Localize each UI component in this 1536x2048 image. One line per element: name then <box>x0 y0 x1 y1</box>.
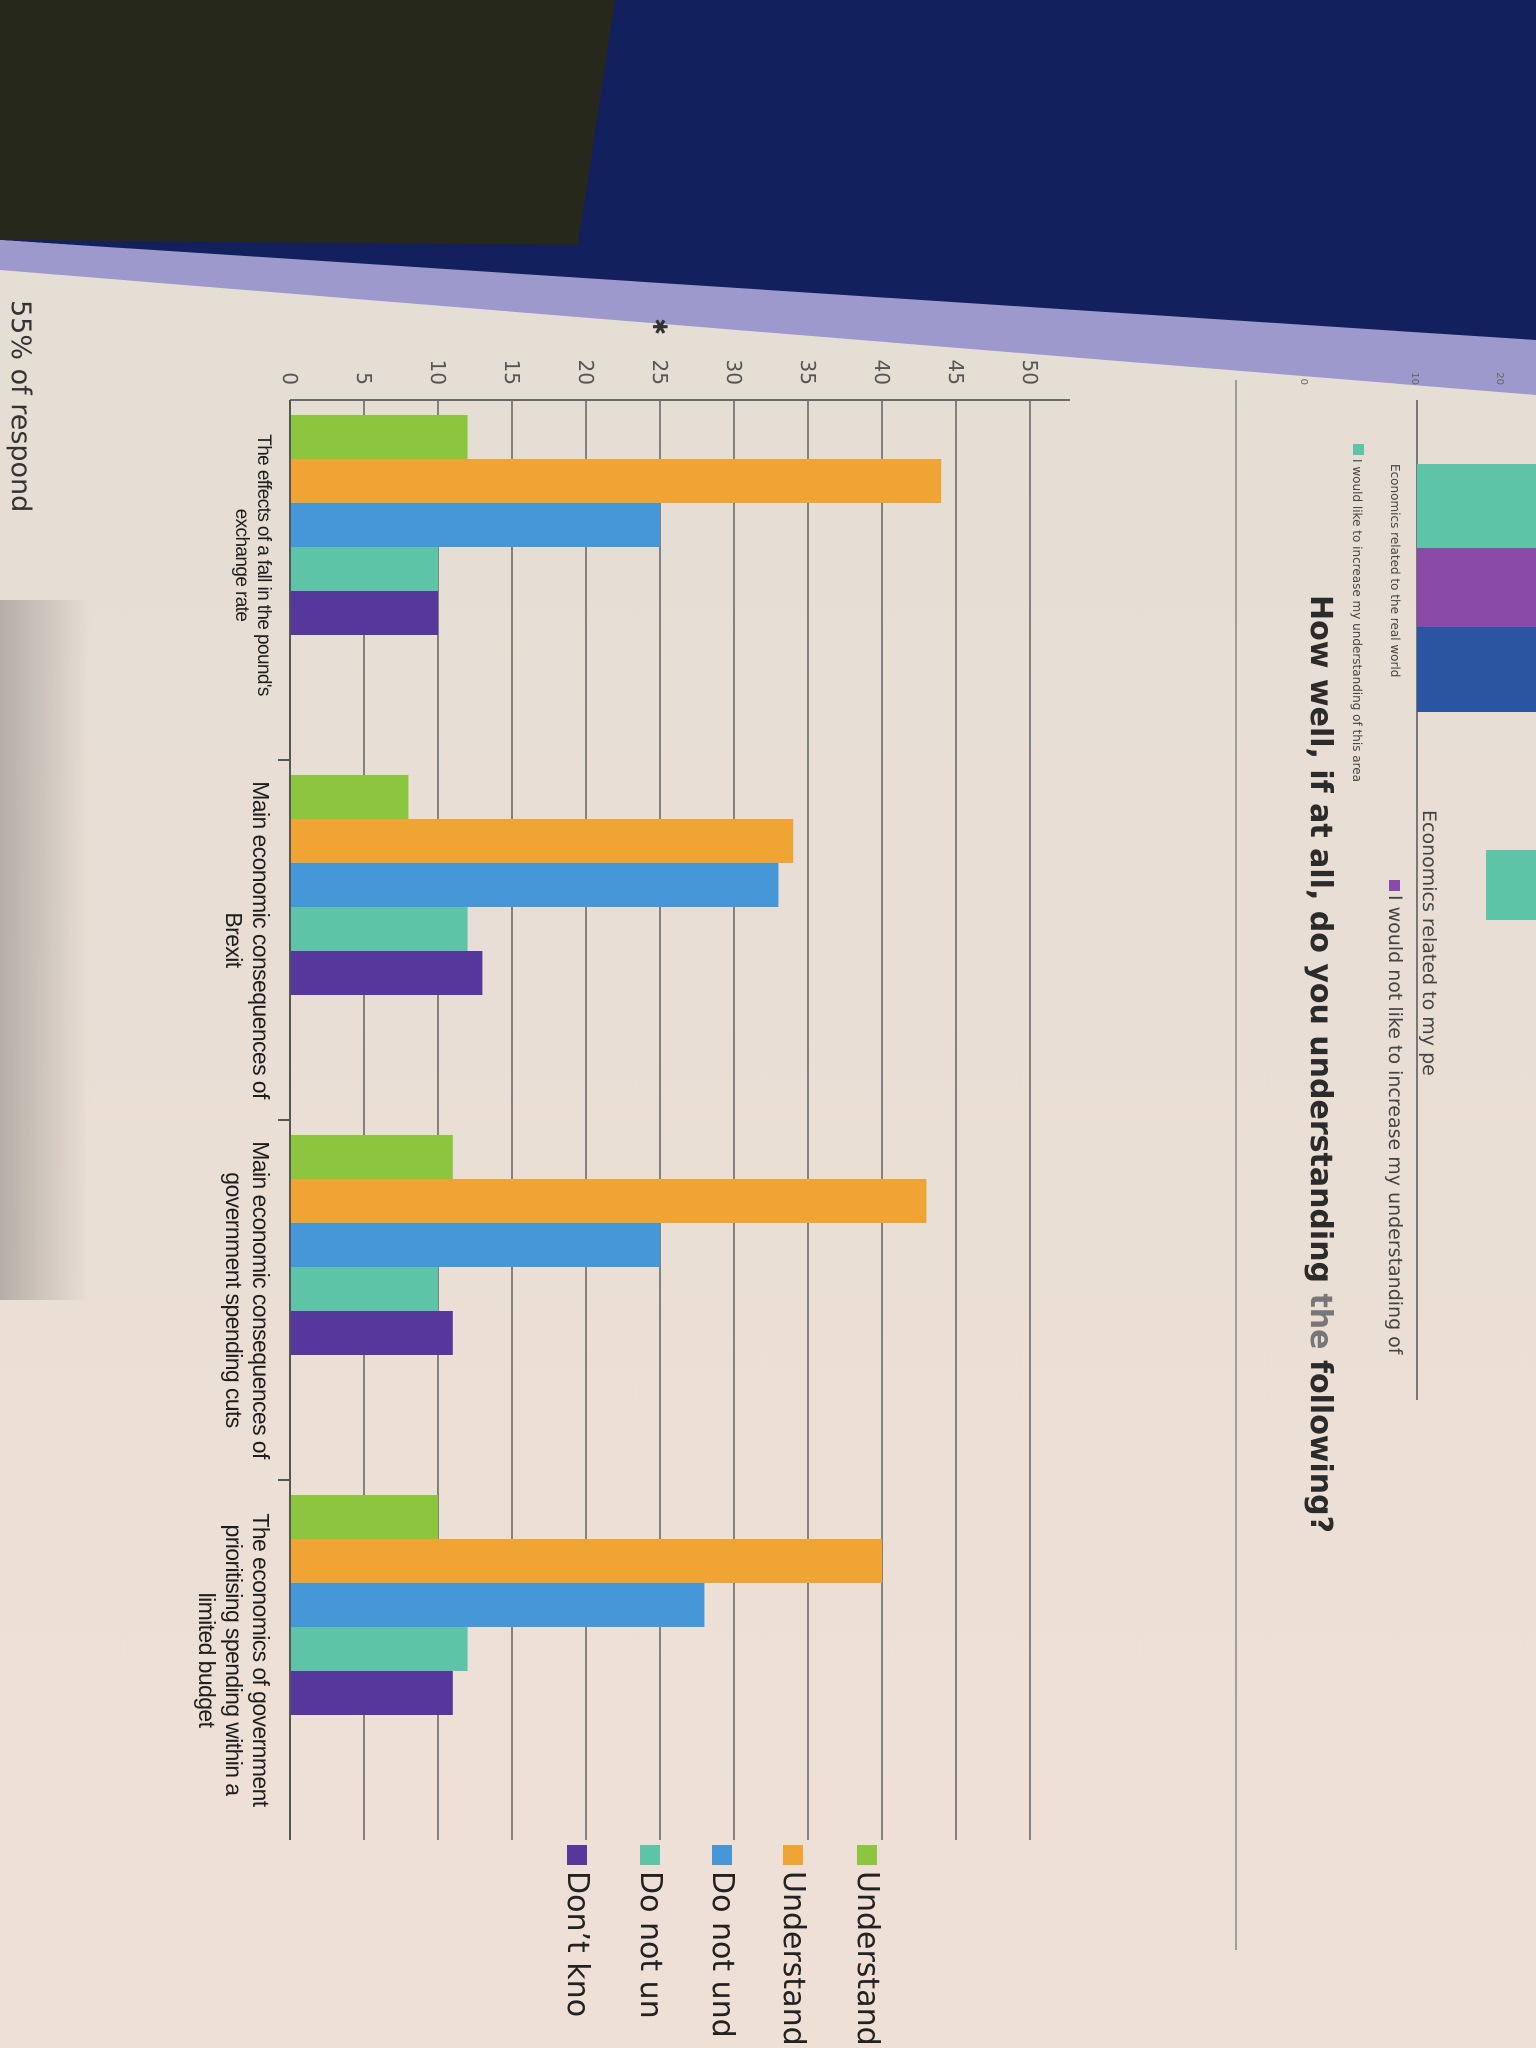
title-text: following? <box>1303 1349 1338 1534</box>
bar <box>290 819 794 863</box>
bar <box>290 503 660 547</box>
bar <box>290 1267 438 1311</box>
paper-shadow <box>0 600 90 1300</box>
category-label: The effects of a fall in the pound's exc… <box>231 434 274 696</box>
dark-surface <box>0 0 615 245</box>
y-tick-label: 45 <box>944 360 968 385</box>
category-label: Main economic consequences of Brexit <box>221 781 274 1099</box>
legend-label: Do not und <box>705 1871 740 2038</box>
y-tick-label: 15 <box>500 360 524 385</box>
upper-category-label: Economics related to my pe <box>1418 810 1440 1076</box>
upper-legend-label: I would like to increase my understandin… <box>1350 459 1364 783</box>
y-tick-label: 50 <box>1018 360 1042 385</box>
bar <box>290 775 409 819</box>
bar <box>290 951 483 995</box>
legend-label: Don’t kno <box>560 1871 595 2018</box>
bar <box>290 547 438 591</box>
upper-bar <box>1417 548 1536 627</box>
body-text: 55% of respond <box>5 300 36 513</box>
y-tick-label: 40 <box>870 360 894 385</box>
upper-tick-label: 0 <box>1298 379 1309 385</box>
upper-tick-label: 20 <box>1494 372 1505 385</box>
bar <box>290 591 438 635</box>
y-tick-label: 10 <box>426 360 450 385</box>
legend-item: Do not und <box>705 1845 740 2038</box>
page-edge <box>0 240 1536 395</box>
legend-swatch-teal <box>1353 444 1364 455</box>
legend-swatch-purple <box>1389 880 1400 891</box>
upper-legend-item: I would not like to increase my understa… <box>1384 880 1406 1355</box>
legend-label: Understand <box>850 1871 885 2046</box>
y-tick-label: 20 <box>574 360 598 385</box>
title-text: How well, if at all, do you understandin… <box>1303 595 1338 1294</box>
legend-swatch-purple <box>567 1845 588 1865</box>
bar <box>290 1495 438 1539</box>
legend-item: Do not un <box>633 1845 668 2019</box>
legend-swatch-orange <box>783 1845 804 1865</box>
bar <box>290 1583 705 1627</box>
y-tick-label: 25 <box>648 360 672 385</box>
legend-item: Understand <box>776 1845 811 2046</box>
bar <box>289 907 468 951</box>
bar <box>290 1539 882 1583</box>
pen-mark: ✱ <box>648 318 672 335</box>
bar <box>289 415 468 459</box>
category-label: The economics of government prioritising… <box>194 1513 274 1807</box>
y-tick-label: 0 <box>278 372 302 385</box>
bar <box>290 459 942 503</box>
upper-bar <box>1417 627 1536 712</box>
legend-item: Understand <box>850 1845 885 2046</box>
upper-category-label: Economics related to the real world <box>1388 464 1402 678</box>
legend-item: Don’t kno <box>560 1845 595 2017</box>
legend-swatch-blue <box>712 1845 733 1865</box>
y-tick-label: 30 <box>722 360 746 385</box>
upper-legend-label: I would not like to increase my understa… <box>1384 895 1406 1355</box>
bar <box>290 1179 927 1223</box>
y-tick-label: 35 <box>796 360 820 385</box>
y-tick-label: 5 <box>352 372 376 385</box>
category-label: Main economic consequences of government… <box>221 1141 274 1459</box>
upper-bar <box>1486 850 1536 920</box>
legend-label: Do not un <box>633 1871 668 2019</box>
bar <box>290 863 779 907</box>
legend-swatch-teal <box>640 1845 661 1865</box>
upper-bar <box>1417 464 1536 548</box>
bar <box>290 1223 660 1267</box>
legend-label: Understand <box>776 1871 811 2046</box>
bar <box>290 1311 453 1355</box>
chart-title: How well, if at all, do you understandin… <box>1303 595 1338 1533</box>
upper-tick-label: 10 <box>1409 372 1420 385</box>
bar <box>290 1135 453 1179</box>
upper-legend-item: I would like to increase my understandin… <box>1350 444 1364 782</box>
bar <box>290 1671 453 1715</box>
legend-swatch-green <box>857 1845 878 1865</box>
title-text: the <box>1303 1293 1338 1350</box>
bar <box>289 1627 468 1671</box>
